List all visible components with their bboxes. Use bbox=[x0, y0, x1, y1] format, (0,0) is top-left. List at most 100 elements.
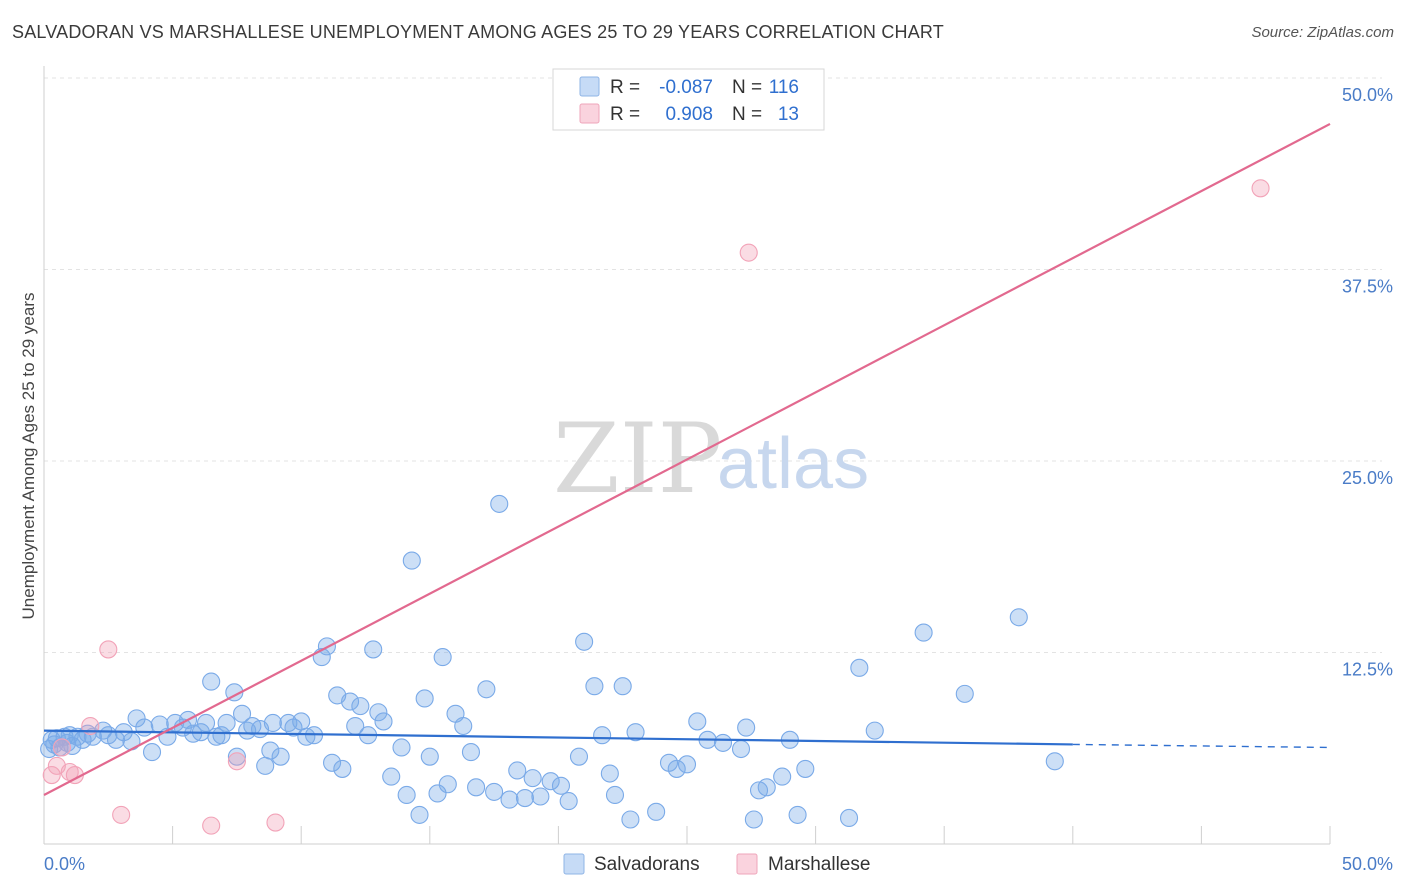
point-salvadorans bbox=[333, 759, 352, 778]
point-salvadorans bbox=[757, 778, 776, 797]
point-salvadorans bbox=[433, 648, 452, 667]
y-tick-labels: 12.5% 25.0% 37.5% 50.0% bbox=[1342, 85, 1393, 680]
point-salvadorans bbox=[731, 739, 751, 759]
point-salvadorans bbox=[569, 747, 589, 766]
point-salvadorans bbox=[541, 772, 560, 791]
point-marshallese bbox=[202, 816, 221, 835]
point-salvadorans bbox=[454, 716, 473, 736]
point-salvadorans bbox=[402, 551, 421, 570]
point-salvadorans bbox=[490, 494, 509, 513]
axes bbox=[43, 66, 1331, 845]
point-salvadorans bbox=[271, 747, 290, 766]
point-salvadorans bbox=[297, 727, 316, 746]
point-marshallese bbox=[739, 243, 758, 262]
point-salvadorans bbox=[420, 747, 439, 766]
point-marshallese bbox=[1251, 179, 1270, 198]
point-salvadorans bbox=[744, 810, 763, 829]
point-salvadorans bbox=[773, 767, 792, 786]
point-salvadorans bbox=[485, 782, 504, 801]
point-salvadorans bbox=[515, 788, 535, 808]
point-salvadorans bbox=[217, 713, 236, 733]
point-salvadorans bbox=[351, 697, 370, 716]
point-salvadorans bbox=[397, 785, 416, 805]
point-salvadorans bbox=[523, 769, 542, 788]
point-salvadorans bbox=[667, 759, 686, 778]
point-salvadorans bbox=[850, 658, 869, 677]
point-salvadorans bbox=[605, 785, 625, 805]
point-salvadorans bbox=[232, 704, 252, 723]
point-salvadorans bbox=[688, 712, 707, 731]
point-salvadorans bbox=[865, 721, 884, 740]
point-salvadorans bbox=[508, 761, 527, 780]
x-tick-label: 50.0% bbox=[1342, 854, 1393, 874]
legend-n-value: 13 bbox=[778, 104, 799, 125]
legend-swatch-marshallese bbox=[579, 103, 600, 124]
point-marshallese bbox=[52, 738, 72, 757]
point-salvadorans bbox=[202, 672, 221, 691]
point-salvadorans bbox=[839, 808, 859, 828]
point-salvadorans bbox=[263, 713, 282, 733]
y-axis-label: Unemployment Among Ages 25 to 29 years bbox=[19, 293, 38, 620]
y-tick-label: 37.5% bbox=[1342, 277, 1393, 297]
legend-label-salvadorans: Salvadorans bbox=[594, 854, 700, 875]
point-salvadorans bbox=[68, 727, 87, 746]
y-tick-label: 50.0% bbox=[1342, 85, 1393, 105]
point-salvadorans bbox=[392, 738, 411, 757]
point-salvadorans bbox=[613, 677, 632, 696]
legend-r-label: R = bbox=[610, 104, 640, 125]
point-marshallese bbox=[99, 640, 118, 659]
legend-swatch-salvadorans-bottom bbox=[563, 853, 585, 875]
point-salvadorans bbox=[256, 756, 275, 775]
point-salvadorans bbox=[626, 723, 645, 742]
point-salvadorans bbox=[737, 718, 756, 737]
point-salvadorans bbox=[364, 640, 383, 659]
legend-r-label: R = bbox=[610, 77, 640, 98]
point-salvadorans bbox=[713, 733, 733, 752]
point-marshallese bbox=[42, 766, 61, 785]
point-salvadorans bbox=[531, 787, 550, 806]
point-salvadorans bbox=[585, 677, 604, 696]
point-salvadorans bbox=[593, 726, 612, 745]
point-marshallese bbox=[266, 813, 285, 832]
watermark-zip: ZIP bbox=[553, 403, 722, 515]
point-salvadorans bbox=[559, 792, 578, 811]
source-label: Source: ZipAtlas.com bbox=[1251, 24, 1394, 41]
point-salvadorans bbox=[461, 743, 481, 762]
correlation-legend: R = -0.087 N = 116 R = 0.908 N = 13 bbox=[552, 68, 825, 131]
point-salvadorans bbox=[467, 778, 486, 797]
x-tick-label: 0.0% bbox=[44, 854, 85, 874]
point-salvadorans bbox=[196, 713, 216, 733]
point-marshallese bbox=[227, 752, 246, 771]
series-legend: Salvadorans Marshallese bbox=[563, 853, 870, 875]
point-salvadorans bbox=[323, 753, 342, 772]
point-salvadorans bbox=[428, 784, 447, 803]
point-salvadorans bbox=[127, 709, 146, 728]
chart-title: SALVADORAN VS MARSHALLESE UNEMPLOYMENT A… bbox=[12, 22, 945, 42]
point-salvadorans bbox=[914, 623, 933, 642]
point-salvadorans bbox=[341, 692, 360, 711]
legend-r-value: 0.908 bbox=[665, 104, 713, 125]
point-salvadorans bbox=[292, 712, 311, 731]
legend-n-value: 116 bbox=[769, 77, 799, 98]
trend-extension-salvadorans bbox=[1072, 743, 1331, 749]
grid-lines bbox=[44, 77, 1382, 653]
legend-label-marshallese: Marshallese bbox=[768, 854, 870, 875]
legend-swatch-salvadorans bbox=[579, 76, 600, 97]
point-salvadorans bbox=[677, 755, 697, 774]
point-salvadorans bbox=[955, 684, 974, 703]
point-salvadorans bbox=[796, 759, 815, 778]
point-salvadorans bbox=[227, 747, 246, 766]
point-salvadorans bbox=[575, 632, 594, 651]
point-salvadorans bbox=[1045, 752, 1064, 771]
legend-n-label: N = bbox=[732, 104, 762, 125]
point-salvadorans bbox=[135, 718, 154, 737]
data-points bbox=[40, 179, 1270, 835]
point-salvadorans bbox=[1009, 608, 1028, 627]
point-salvadorans bbox=[374, 712, 393, 731]
x-tick-labels: 0.0% 50.0% bbox=[44, 854, 1393, 874]
legend-r-value: -0.087 bbox=[659, 77, 713, 98]
legend-swatch-marshallese-bottom bbox=[736, 853, 758, 875]
point-salvadorans bbox=[382, 767, 401, 786]
point-salvadorans bbox=[438, 775, 457, 794]
